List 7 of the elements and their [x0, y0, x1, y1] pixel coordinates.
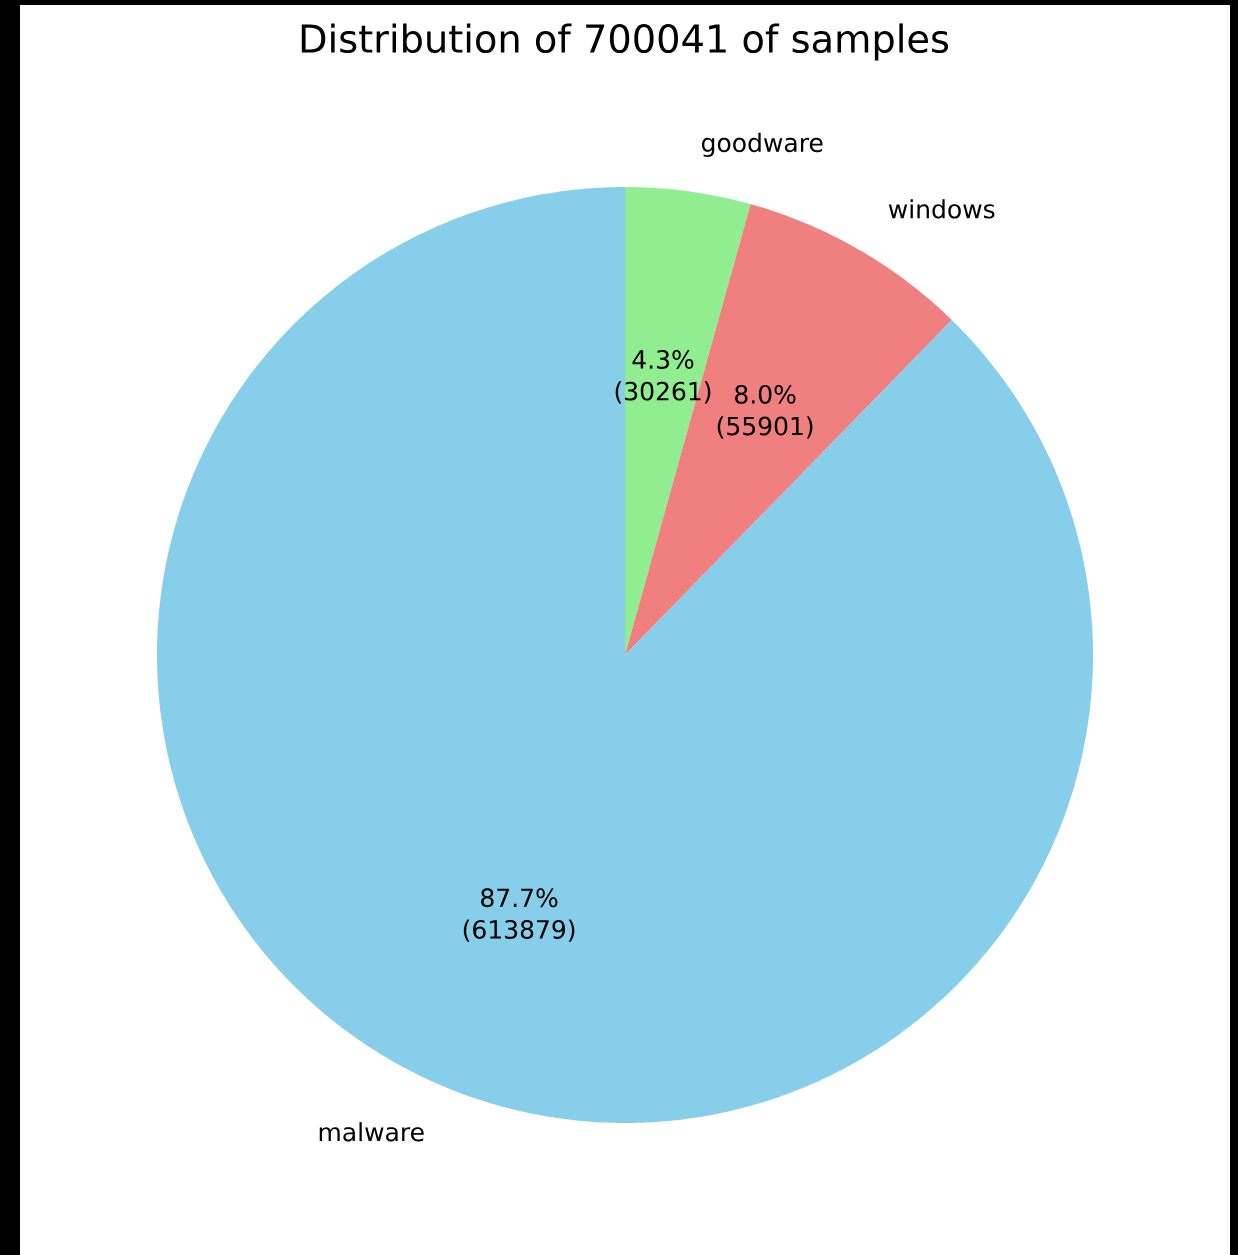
- slice-label: windows: [888, 199, 995, 219]
- data-label: 87.7% (613879): [463, 888, 575, 942]
- data-label: 4.3% (30261): [615, 350, 711, 404]
- slice-label: goodware: [701, 132, 823, 158]
- slice-label: malware: [319, 1122, 424, 1142]
- chart-title: Distribution of 700041 of samples: [301, 23, 949, 61]
- data-label: 8.0% (55901): [717, 384, 813, 439]
